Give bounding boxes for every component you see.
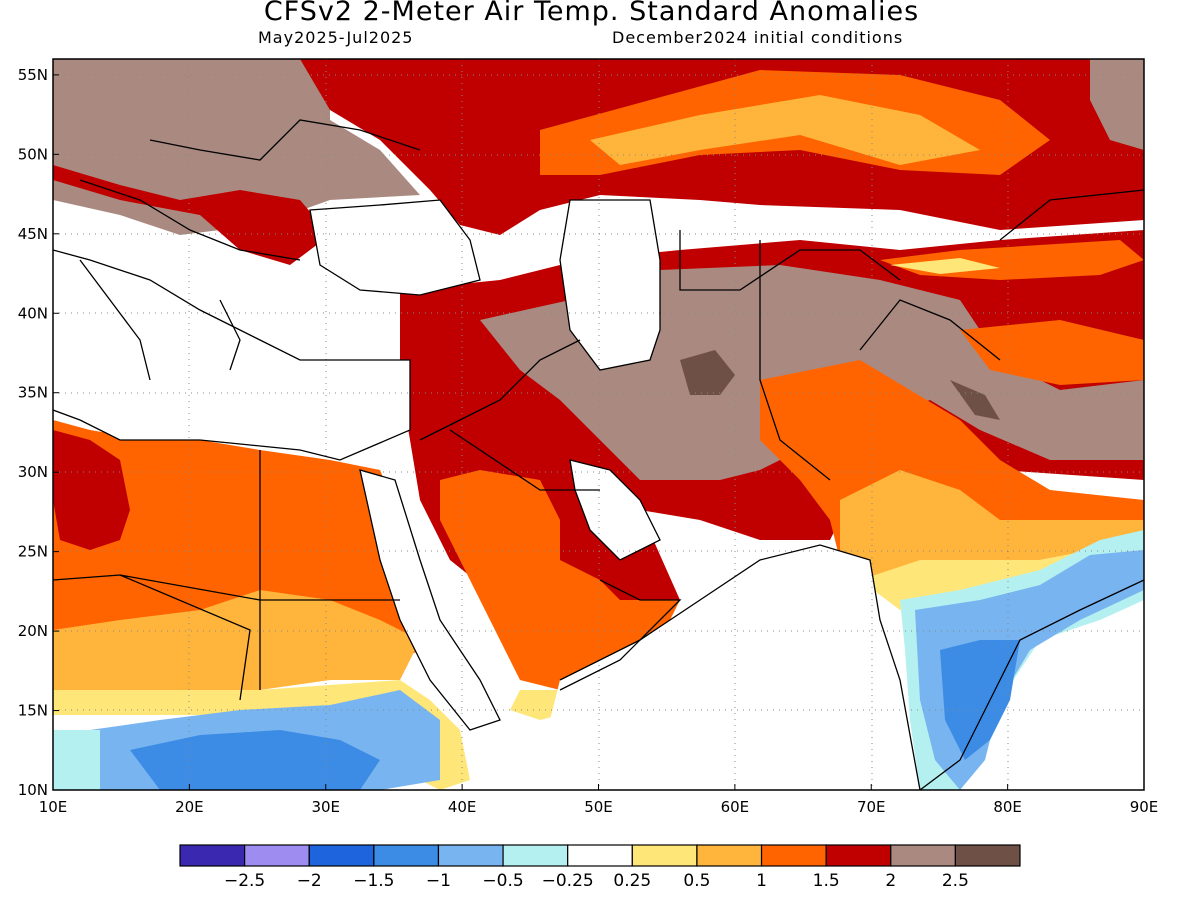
sea-mediterranean <box>53 250 410 460</box>
lat-tick-label: 25N <box>18 543 48 561</box>
lon-tick-label: 50E <box>584 798 613 816</box>
legend-label: 1 <box>756 871 767 891</box>
legend-label: −1 <box>426 871 451 891</box>
legend-swatch <box>373 844 440 867</box>
legend-swatch <box>308 844 375 867</box>
lon-axis: 10E 20E 30E 40E 50E 60E 70E 80E 90E <box>39 784 1159 816</box>
lat-tick-label: 50N <box>18 145 48 163</box>
region-tibet-orange <box>960 320 1144 385</box>
sea-arabian <box>540 545 920 790</box>
color-legend: −2.5 −2 −1.5 −1 −0.5 −0.25 0.25 0.5 1 1.5 2 2.5 <box>179 844 1021 891</box>
legend-swatch <box>825 844 892 867</box>
lon-tick-label: 30E <box>311 798 340 816</box>
region-russia-brown <box>1090 59 1144 150</box>
lat-axis: 55N 50N 45N 40N 35N 30N 25N 20N 15N 10N <box>18 66 59 799</box>
legend-label: −2.5 <box>224 871 265 891</box>
legend-label: 2.5 <box>942 871 969 891</box>
region-sahel-yellow <box>53 590 420 705</box>
region-sudan-blue <box>130 730 380 790</box>
region-chad-cyan <box>53 730 100 790</box>
sea-red <box>360 470 500 730</box>
coastlines <box>53 119 1144 790</box>
legend-label: 2 <box>885 871 896 891</box>
region-iran-darkbrown <box>680 350 735 395</box>
legend-label: −1.5 <box>353 871 394 891</box>
sea-caspian <box>560 200 660 370</box>
legend-swatch <box>244 844 310 867</box>
legend-swatch <box>954 844 1021 867</box>
lat-tick-label: 40N <box>18 304 48 322</box>
region-kazakh-yellow <box>590 95 980 165</box>
region-libya-red <box>53 430 130 550</box>
legend-label: −2 <box>297 871 322 891</box>
legend-swatch <box>760 844 827 867</box>
lon-tick-label: 70E <box>857 798 886 816</box>
lon-tick-label: 80E <box>993 798 1022 816</box>
anomaly-field <box>53 59 1144 790</box>
region-india-darkbrown <box>950 380 1000 420</box>
region-kyrgyz-yellow <box>890 258 1000 274</box>
legend-label: −0.25 <box>542 871 594 891</box>
legend-swatch <box>179 844 246 867</box>
legend-label: 0.25 <box>613 871 651 891</box>
legend-swatch <box>696 844 763 867</box>
legend-label: 1.5 <box>813 871 840 891</box>
legend-label: 0.5 <box>683 871 710 891</box>
lat-tick-label: 30N <box>18 463 48 481</box>
region-arabia-orange <box>440 470 680 690</box>
legend-swatch <box>631 844 698 867</box>
legend-swatch <box>437 844 504 867</box>
legend-label: −0.5 <box>482 871 523 891</box>
lon-tick-label: 20E <box>175 798 204 816</box>
legend-swatch <box>502 844 569 867</box>
legend-swatch <box>890 844 956 867</box>
lon-tick-label: 10E <box>39 798 68 816</box>
lon-tick-label: 90E <box>1130 798 1159 816</box>
forecast-period: May2025-Jul2025 <box>258 28 414 47</box>
lat-tick-label: 35N <box>18 384 48 402</box>
lat-tick-label: 15N <box>18 702 48 720</box>
lat-tick-label: 20N <box>18 622 48 640</box>
lat-tick-label: 45N <box>18 225 48 243</box>
map-title: CFSv2 2-Meter Air Temp. Standard Anomali… <box>263 0 920 27</box>
lon-tick-label: 60E <box>721 798 750 816</box>
lat-tick-label: 55N <box>18 66 48 84</box>
initial-conditions: December2024 initial conditions <box>612 28 904 47</box>
lon-tick-label: 40E <box>448 798 477 816</box>
region-india-blue <box>940 640 1020 760</box>
sea-persian-gulf <box>570 460 660 560</box>
region-balkans-red <box>53 165 330 265</box>
sea-black <box>310 200 480 295</box>
lat-tick-label: 10N <box>18 781 48 799</box>
legend-swatch <box>567 844 633 867</box>
